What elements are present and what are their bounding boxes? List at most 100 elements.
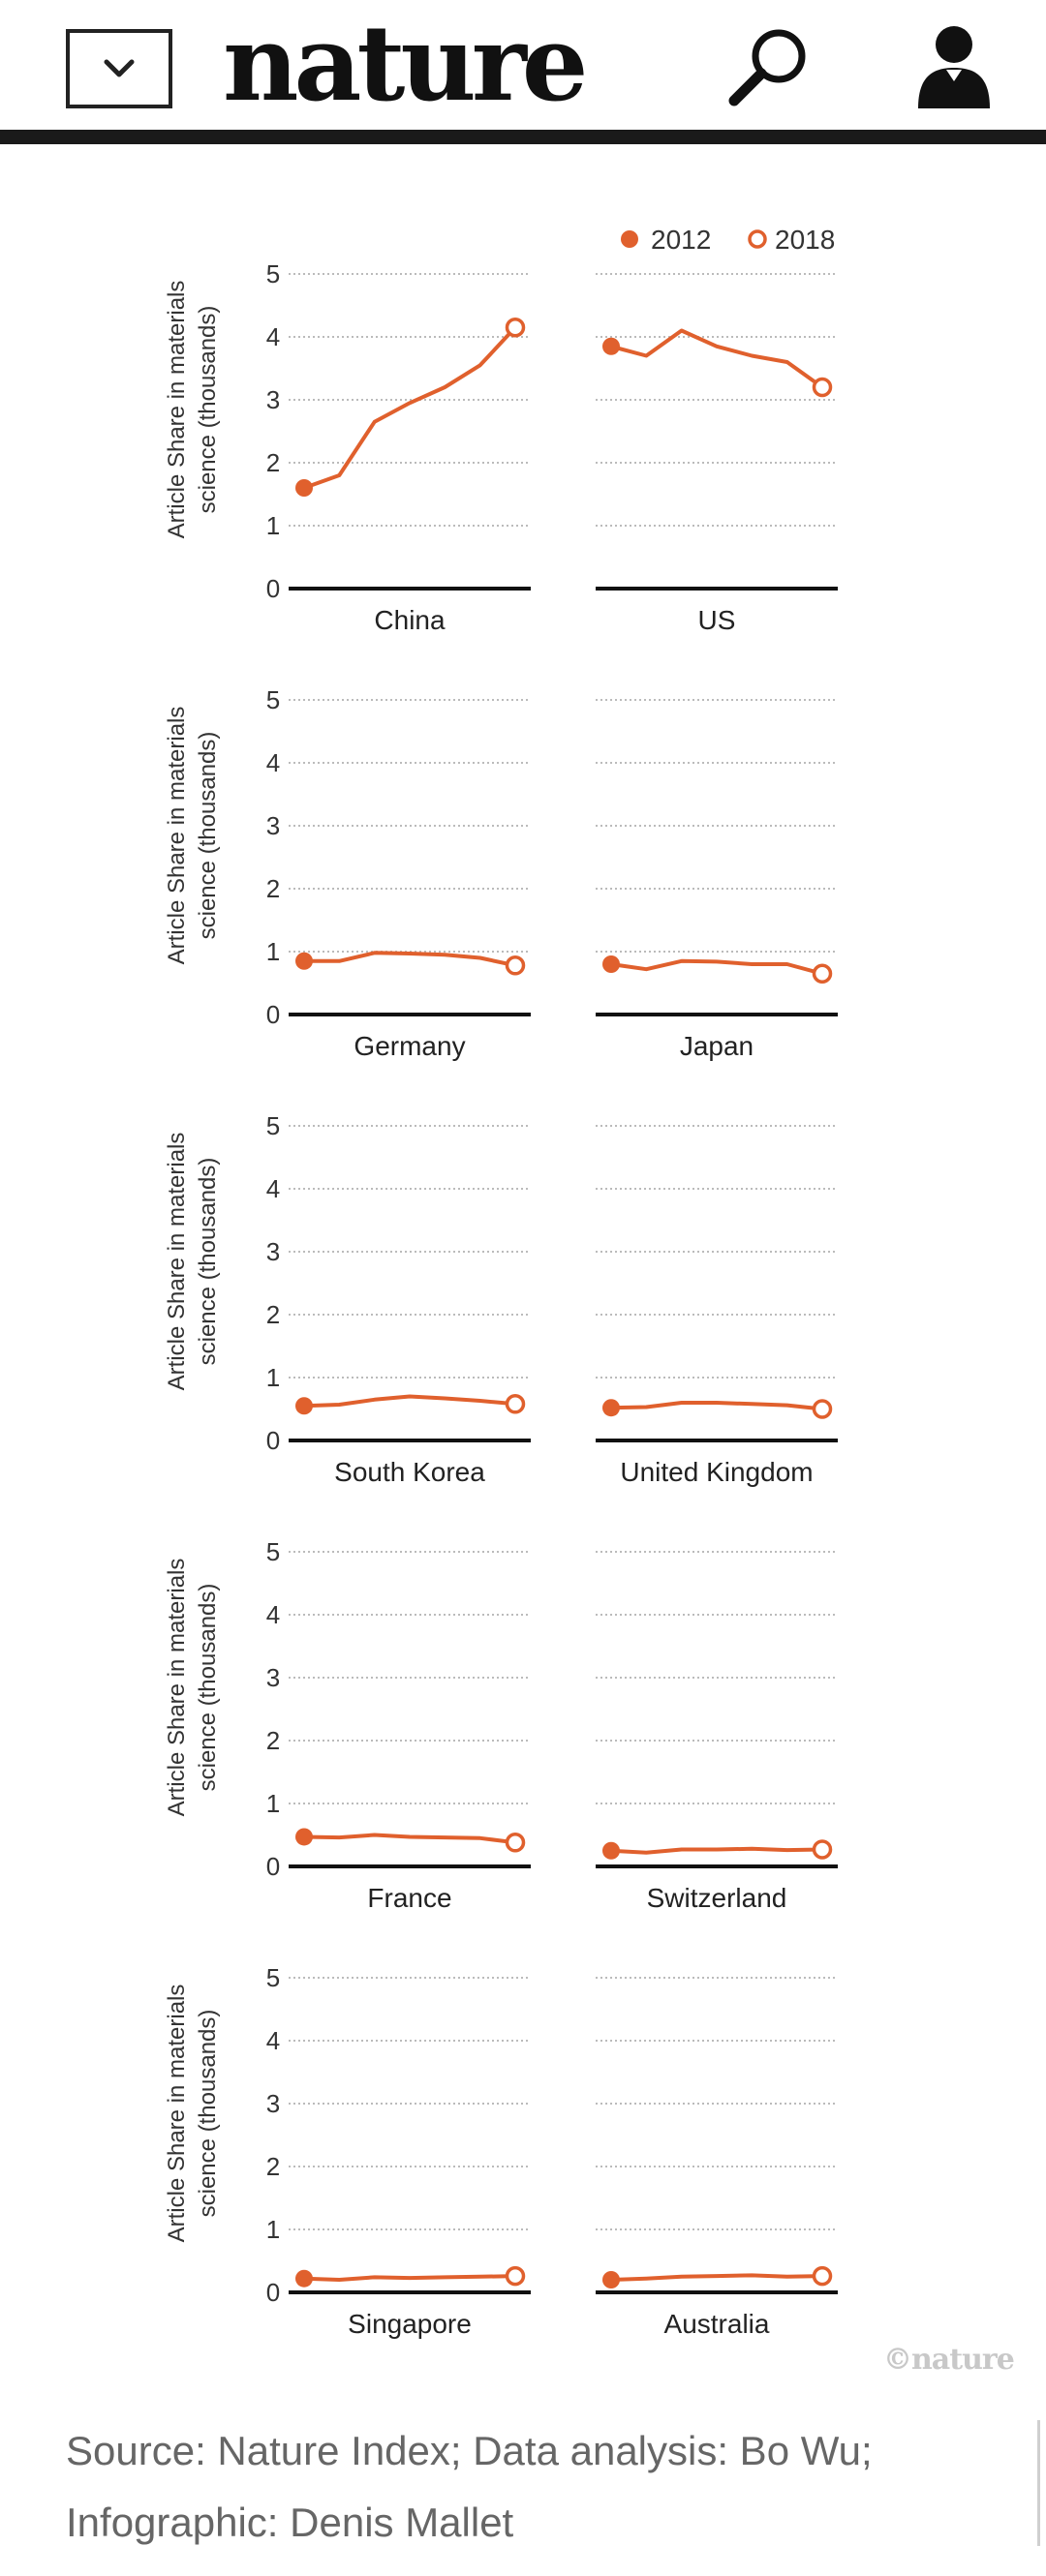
user-account-button[interactable]	[914, 23, 994, 112]
panel-us: US	[596, 273, 838, 635]
series-line	[302, 1833, 517, 1845]
panel-australia: Australia	[596, 1977, 838, 2339]
point-2012	[602, 2271, 620, 2288]
legend: 2012 2018	[621, 225, 835, 255]
panel-switzerland: Switzerland	[596, 1551, 838, 1913]
y-tick-label: 5	[266, 1963, 280, 1992]
panel-united-kingdom: United Kingdom	[596, 1125, 838, 1487]
site-header: nature	[0, 0, 1046, 130]
y-axis-label: Article Share in materials science (thous…	[164, 707, 221, 965]
y-tick-label: 0	[266, 1000, 280, 1029]
chart-row: Article Share in materials science (thous…	[164, 1963, 838, 2339]
point-2018	[505, 1833, 526, 1853]
series-line	[609, 958, 824, 976]
y-tick-label: 1	[266, 1363, 280, 1392]
source-note: Source: Nature Index; Data analysis: Bo …	[66, 2415, 996, 2559]
panel-germany: Germany	[289, 699, 531, 1061]
point-2012	[295, 2269, 313, 2288]
nature-credit: ©nature	[883, 2343, 1015, 2377]
y-tick-label: 2	[266, 2152, 280, 2181]
y-tick-label: 1	[266, 511, 280, 540]
point-2012	[295, 479, 313, 497]
point-2018	[505, 318, 526, 338]
series-line	[609, 1846, 824, 1855]
point-2012	[602, 337, 620, 355]
point-2018	[812, 963, 833, 984]
y-tick-label: 3	[266, 1663, 280, 1692]
panel-singapore: Singapore	[289, 1977, 531, 2339]
series-line	[302, 2274, 517, 2282]
y-tick-label: 0	[266, 2278, 280, 2307]
y-tick-label: 1	[266, 1789, 280, 1818]
series-line	[609, 1401, 824, 1411]
y-tick-label: 0	[266, 574, 280, 603]
point-2012	[295, 1828, 313, 1846]
panel-japan: Japan	[596, 699, 838, 1061]
panel-china: China	[289, 273, 531, 635]
chevron-down-icon	[104, 59, 135, 77]
y-tick-label: 4	[266, 1174, 280, 1203]
panel-title: South Korea	[334, 1457, 485, 1487]
source-line-1: Source: Nature Index; Data analysis: Bo …	[66, 2428, 873, 2473]
series-line	[609, 2273, 824, 2282]
series-line	[302, 325, 517, 490]
nature-logo[interactable]: nature	[223, 3, 589, 125]
legend-marker-2012	[621, 230, 638, 248]
y-tick-label: 3	[266, 1237, 280, 1266]
source-line-2: Infographic: Denis Mallet	[66, 2500, 514, 2545]
y-tick-label: 4	[266, 2026, 280, 2055]
y-tick-label: 4	[266, 322, 280, 351]
panel-title: Singapore	[348, 2309, 472, 2339]
point-2012	[602, 955, 620, 973]
search-icon	[728, 29, 806, 106]
y-tick-label: 0	[266, 1852, 280, 1881]
y-tick-label: 1	[266, 2215, 280, 2244]
y-tick-label: 5	[266, 1111, 280, 1140]
panel-title: United Kingdom	[620, 1457, 813, 1487]
y-tick-label: 4	[266, 748, 280, 777]
panel-title: China	[374, 605, 446, 635]
y-tick-label: 3	[266, 811, 280, 840]
panel-title: Germany	[354, 1031, 465, 1061]
y-axis-label: Article Share in materials science (thous…	[164, 1985, 221, 2243]
point-2012	[295, 1397, 313, 1415]
header-divider	[0, 130, 1046, 144]
y-tick-label: 2	[266, 874, 280, 903]
menu-button[interactable]	[66, 29, 172, 108]
y-axis-label: Article Share in materials science (thous…	[164, 1559, 221, 1817]
y-tick-label: 5	[266, 259, 280, 288]
user-icon	[918, 26, 990, 108]
y-tick-label: 4	[266, 1600, 280, 1629]
legend-marker-2018	[748, 229, 767, 249]
panel-title: Australia	[664, 2309, 770, 2339]
series-line	[609, 328, 824, 389]
y-tick-label: 0	[266, 1426, 280, 1455]
point-2018	[505, 1394, 526, 1414]
y-tick-label: 5	[266, 685, 280, 714]
y-axis-label: Article Share in materials science (thous…	[164, 281, 221, 539]
panel-south-korea: South Korea	[289, 1125, 531, 1487]
point-2018	[812, 2265, 833, 2287]
point-2012	[602, 1399, 620, 1417]
panel-title: Switzerland	[647, 1883, 787, 1913]
chart-row: Article Share in materials science (thous…	[164, 685, 838, 1061]
legend-label-2012: 2012	[651, 225, 711, 255]
chart-row: Article Share in materials science (thous…	[164, 1111, 838, 1487]
scrollbar[interactable]	[1037, 2420, 1040, 2546]
y-tick-label: 2	[266, 1726, 280, 1755]
point-2018	[505, 955, 526, 976]
y-tick-label: 2	[266, 1300, 280, 1329]
series-line	[302, 951, 517, 968]
series-line	[302, 1394, 517, 1409]
y-tick-label: 3	[266, 2089, 280, 2118]
legend-label-2018: 2018	[775, 225, 835, 255]
y-tick-label: 5	[266, 1537, 280, 1566]
search-button[interactable]	[724, 23, 814, 112]
point-2012	[602, 1841, 620, 1860]
point-2018	[505, 2265, 526, 2287]
panel-title: France	[367, 1883, 451, 1913]
panel-title: US	[698, 605, 736, 635]
panel-france: France	[289, 1551, 531, 1913]
chart-row: Article Share in materials science (thous…	[164, 1537, 838, 1913]
